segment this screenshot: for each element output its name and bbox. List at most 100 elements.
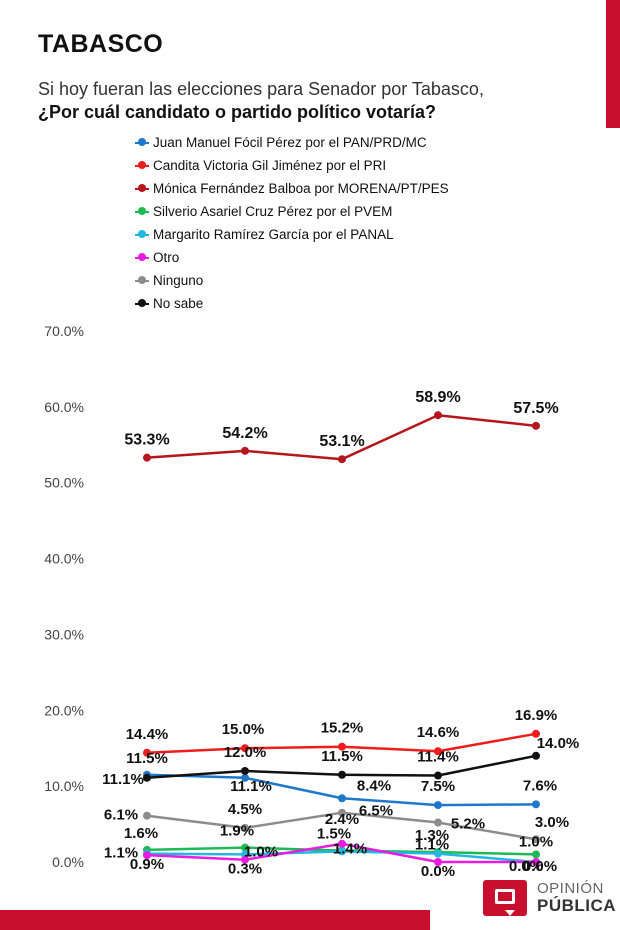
legend-item: Juan Manuel Fócil Pérez por el PAN/PRD/M… xyxy=(135,131,449,154)
data-label: 3.0% xyxy=(535,814,569,831)
data-label: 7.5% xyxy=(421,778,455,795)
chart-legend: Juan Manuel Fócil Pérez por el PAN/PRD/M… xyxy=(135,131,449,315)
data-label: 14.4% xyxy=(126,726,169,743)
data-point xyxy=(241,744,249,753)
subtitle-line-1: Si hoy fueran las elecciones para Senado… xyxy=(38,79,484,99)
chart-subtitle: Si hoy fueran las elecciones para Senado… xyxy=(38,78,598,124)
data-point xyxy=(241,773,249,782)
legend-marker xyxy=(135,253,149,261)
legend-label: No sabe xyxy=(153,296,204,311)
legend-marker xyxy=(135,161,149,169)
data-label: 1.6% xyxy=(124,825,158,842)
legend-item: Ninguno xyxy=(135,269,449,292)
subtitle-question: ¿Por cuál candidato o partido político v… xyxy=(38,102,437,122)
data-point xyxy=(532,858,540,866)
data-label: 1.9% xyxy=(220,823,254,840)
page-title: TABASCO xyxy=(38,30,164,58)
data-label: 53.3% xyxy=(124,432,169,449)
legend-marker xyxy=(135,230,149,238)
data-point xyxy=(434,801,442,810)
line-chart: 0.0% 10.0% 20.0% 30.0% 40.0% 50.0% 60.0% 70.0% 1… xyxy=(44,323,580,878)
legend-marker xyxy=(135,276,149,284)
data-label: 4.5% xyxy=(228,801,262,818)
data-point xyxy=(532,835,540,844)
legend-label: Candita Victoria Gil Jiménez por el PRI xyxy=(153,158,387,173)
data-point xyxy=(143,851,151,860)
data-label: 53.1% xyxy=(319,433,364,450)
legend-marker xyxy=(135,138,149,146)
data-point xyxy=(241,446,249,455)
legend-marker xyxy=(135,184,149,192)
data-point xyxy=(434,818,442,827)
y-tick-label: 20.0% xyxy=(44,702,84,718)
data-point xyxy=(532,729,540,738)
data-point xyxy=(338,847,346,856)
y-tick-label: 70.0% xyxy=(44,323,84,339)
legend-item: Silverio Asariel Cruz Pérez por el PVEM xyxy=(135,200,449,223)
logo-text-opinion: OPINIÓN xyxy=(537,880,604,897)
logo-text-publica: PÚBLICA xyxy=(537,896,617,915)
data-label: 0.0% xyxy=(523,858,557,875)
data-label: 6.1% xyxy=(104,807,138,824)
y-tick-label: 60.0% xyxy=(44,399,84,415)
data-point xyxy=(434,747,442,756)
legend-item: Otro xyxy=(135,246,449,269)
data-label: 14.0% xyxy=(537,735,580,752)
data-label: 0.3% xyxy=(228,861,262,878)
data-label: 8.4% xyxy=(357,777,391,794)
legend-marker xyxy=(135,207,149,215)
data-label: 1.3% xyxy=(415,827,449,844)
data-point xyxy=(143,453,151,462)
accent-bar-bottom xyxy=(0,910,430,930)
data-label: 1.0% xyxy=(519,833,553,850)
data-label: 11.1% xyxy=(230,778,272,795)
data-label: 1.0% xyxy=(244,843,278,860)
data-label: 14.6% xyxy=(417,724,460,741)
data-point xyxy=(338,742,346,751)
legend-item: Mónica Fernández Balboa por MORENA/PT/PE… xyxy=(135,177,449,200)
data-point xyxy=(241,855,249,864)
data-label: 11.5% xyxy=(126,750,168,767)
data-point xyxy=(241,766,249,775)
data-point xyxy=(143,748,151,757)
data-label: 1.1% xyxy=(415,837,449,854)
data-point xyxy=(143,773,151,782)
data-point xyxy=(338,455,346,464)
y-tick-label: 10.0% xyxy=(44,778,84,794)
legend-item: Candita Victoria Gil Jiménez por el PRI xyxy=(135,154,449,177)
data-label: 15.0% xyxy=(222,721,265,738)
data-label: 11.1% xyxy=(102,771,144,788)
data-label: 12.0% xyxy=(224,744,267,761)
data-label: 57.5% xyxy=(513,400,558,417)
data-label: 5.2% xyxy=(451,816,485,833)
data-label: 1.1% xyxy=(104,845,138,862)
data-label: 1.5% xyxy=(317,826,351,843)
legend-label: Otro xyxy=(153,250,180,265)
data-point xyxy=(434,771,442,780)
data-label: 0.9% xyxy=(130,856,164,873)
data-point xyxy=(338,808,346,817)
data-label: 0.0% xyxy=(421,863,455,878)
data-label: 7.6% xyxy=(523,777,557,794)
legend-label: Mónica Fernández Balboa por MORENA/PT/PE… xyxy=(153,181,449,196)
legend-label: Juan Manuel Fócil Pérez por el PAN/PRD/M… xyxy=(153,135,427,150)
data-point xyxy=(434,849,442,858)
data-label: 6.5% xyxy=(359,803,393,820)
data-point xyxy=(532,800,540,809)
data-label: 15.2% xyxy=(321,720,364,737)
legend-label: Ninguno xyxy=(153,273,204,288)
data-point xyxy=(532,751,540,760)
data-label: 0.0% xyxy=(509,858,543,875)
data-point xyxy=(434,858,442,866)
y-tick-label: 40.0% xyxy=(44,551,84,567)
data-label: 58.9% xyxy=(415,389,460,406)
opinion-publica-logo: OPINIÓN PÚBLICA xyxy=(483,880,617,920)
data-point xyxy=(241,843,249,852)
accent-bar-right xyxy=(606,0,620,128)
data-point xyxy=(532,421,540,430)
data-point xyxy=(143,811,151,820)
y-tick-label: 0.0% xyxy=(52,854,84,870)
data-label: 11.5% xyxy=(321,748,363,765)
data-point xyxy=(434,411,442,420)
legend-label: Margarito Ramírez García por el PANAL xyxy=(153,227,394,242)
